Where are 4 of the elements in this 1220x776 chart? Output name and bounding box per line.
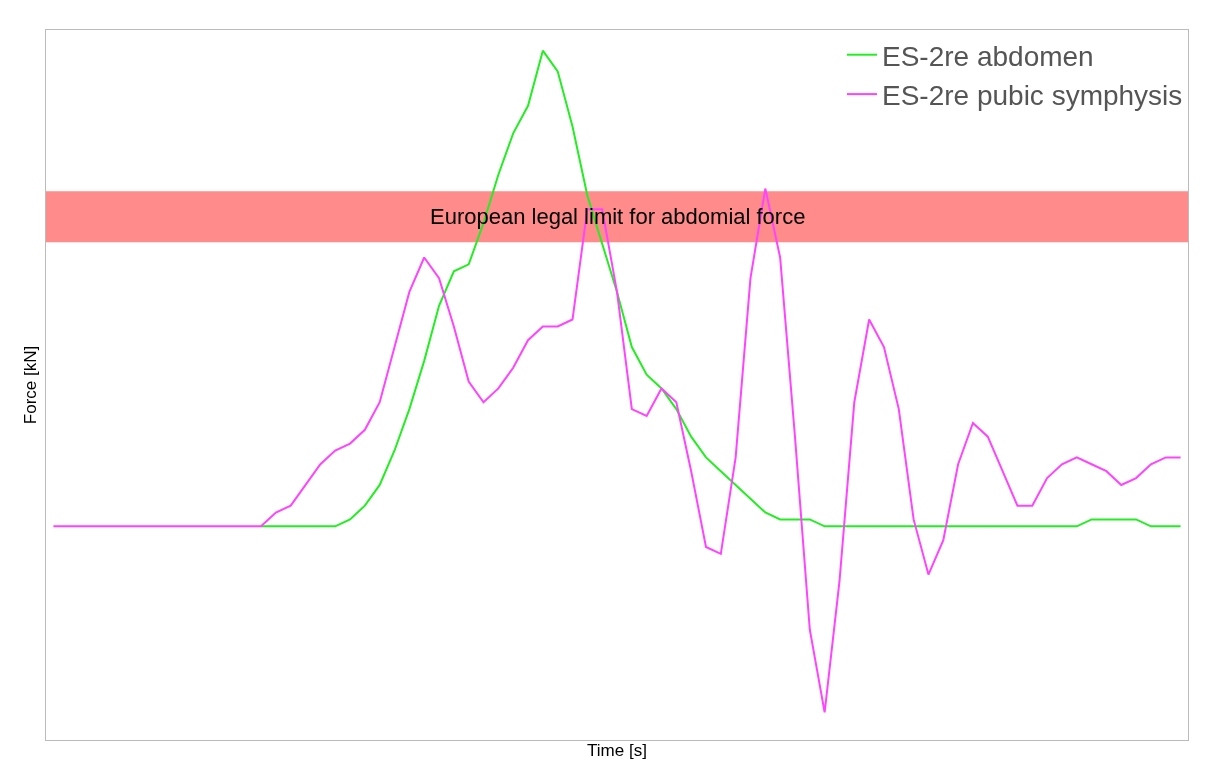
legend-label: ES-2re pubic symphysis (882, 80, 1183, 112)
x-axis-title: Time [s] (587, 741, 647, 761)
y-axis-title: Force [kN] (20, 345, 40, 425)
legend-label: ES-2re abdomen (882, 40, 1094, 72)
